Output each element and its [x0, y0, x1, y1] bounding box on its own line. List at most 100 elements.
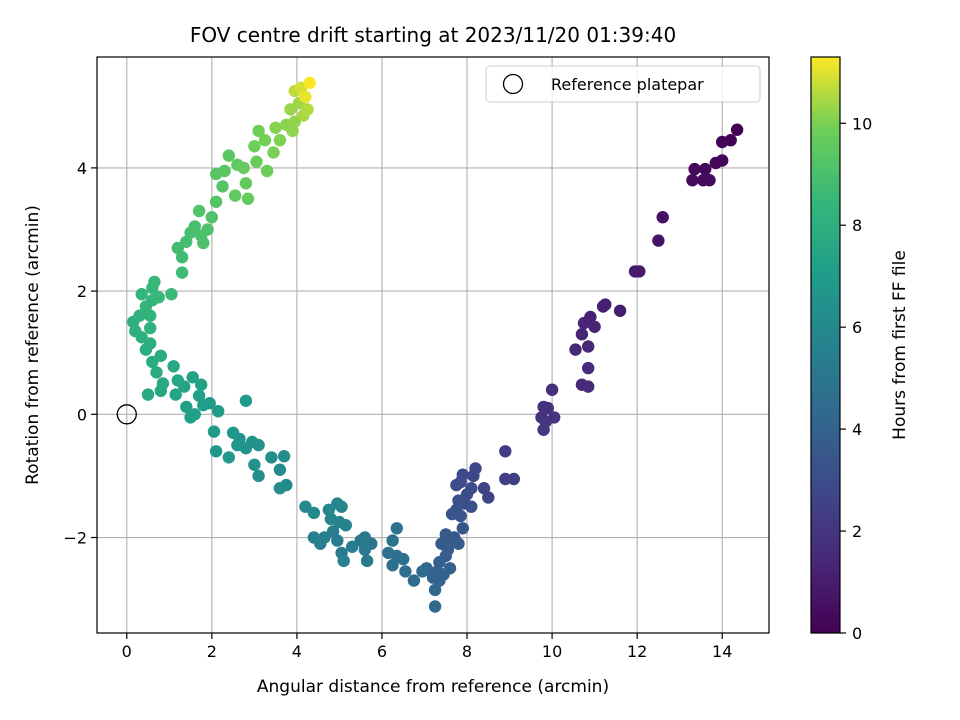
legend-open-circle-icon	[502, 73, 524, 95]
data-point	[337, 554, 350, 568]
data-point	[267, 146, 280, 159]
data-point	[150, 366, 163, 379]
data-point	[307, 531, 321, 544]
legend: Reference platepar	[485, 65, 761, 103]
reference-platepar-marker	[116, 404, 137, 425]
colorbar-ticks: 0 2 4 6 8 10	[840, 114, 872, 643]
colorbar-tick-label: 4	[852, 420, 862, 439]
data-point	[250, 155, 263, 168]
data-point	[730, 123, 744, 136]
data-point	[152, 291, 165, 304]
data-point	[218, 164, 231, 178]
data-point	[456, 522, 469, 535]
data-point	[144, 337, 157, 350]
data-point	[465, 500, 478, 513]
data-point	[180, 235, 193, 248]
data-point	[209, 445, 223, 458]
data-point	[628, 265, 642, 278]
data-point	[154, 384, 167, 398]
data-point	[301, 103, 314, 116]
data-point	[201, 223, 214, 236]
x-tick-label: 0	[122, 642, 132, 661]
data-point	[171, 241, 184, 255]
data-point	[569, 343, 582, 356]
data-point	[322, 503, 335, 516]
y-tick-label: −2	[63, 529, 87, 548]
data-point	[507, 472, 520, 486]
data-point	[703, 174, 716, 187]
reference-marker-group	[116, 404, 137, 425]
data-point	[346, 540, 359, 553]
data-point	[277, 450, 291, 463]
data-point	[428, 600, 442, 613]
data-point	[269, 121, 282, 134]
x-tick-label: 8	[462, 642, 472, 661]
x-tick-label: 12	[627, 642, 647, 661]
data-point	[273, 463, 287, 476]
data-point	[216, 180, 229, 193]
data-point	[222, 149, 235, 162]
data-point	[175, 251, 189, 264]
data-point	[184, 411, 197, 424]
data-point	[239, 177, 253, 190]
x-tick-label: 2	[207, 642, 217, 661]
data-point	[537, 423, 550, 436]
data-point	[477, 482, 491, 495]
colorbar-label: Hours from first FF file	[890, 250, 910, 440]
legend-label: Reference platepar	[551, 75, 704, 94]
data-point	[426, 571, 440, 584]
data-point	[299, 90, 312, 104]
data-point	[699, 162, 712, 176]
data-point	[273, 134, 287, 147]
colorbar-tick-label: 6	[852, 318, 862, 337]
data-points	[127, 76, 744, 613]
x-axis-label: Angular distance from reference (arcmin)	[257, 677, 609, 697]
y-tick-label: 4	[77, 159, 87, 178]
data-point	[582, 361, 595, 375]
x-tick-label: 6	[377, 642, 387, 661]
data-point	[195, 378, 208, 391]
data-point	[303, 76, 316, 90]
data-point	[467, 469, 480, 483]
data-point	[299, 500, 312, 513]
data-point	[407, 574, 421, 587]
data-point	[360, 554, 374, 568]
data-point	[258, 134, 272, 147]
y-tick-label: 2	[77, 282, 87, 301]
data-point	[582, 380, 595, 393]
colorbar: 0 2 4 6 8 10 Hours from first FF file	[810, 56, 910, 643]
data-point	[207, 425, 221, 438]
x-tick-label: 10	[542, 642, 562, 661]
data-point	[241, 192, 255, 205]
data-point	[541, 401, 554, 415]
data-point	[382, 546, 395, 560]
data-point	[358, 543, 372, 556]
data-point	[180, 400, 193, 414]
data-point	[186, 371, 199, 384]
data-point	[307, 506, 321, 520]
data-point	[416, 565, 429, 578]
data-point	[450, 478, 463, 492]
colorbar-tick-label: 8	[852, 216, 862, 235]
y-axis-label: Rotation from reference (arcmin)	[23, 205, 43, 485]
data-point	[331, 497, 344, 510]
data-point	[439, 528, 452, 541]
data-point	[499, 472, 512, 486]
data-point	[231, 438, 244, 452]
colorbar-gradient	[810, 56, 841, 634]
data-point	[390, 522, 403, 535]
colorbar-tick-label: 2	[852, 522, 862, 541]
data-point	[252, 124, 265, 138]
data-point	[154, 349, 167, 362]
data-point	[239, 394, 253, 407]
data-point	[197, 236, 210, 250]
data-point	[454, 509, 467, 523]
data-point	[248, 458, 261, 471]
x-tick-label: 4	[292, 642, 302, 661]
data-point	[577, 316, 591, 330]
colorbar-tick-label: 10	[852, 114, 872, 133]
data-point	[482, 491, 495, 504]
grid	[97, 57, 769, 633]
data-point	[284, 103, 297, 116]
